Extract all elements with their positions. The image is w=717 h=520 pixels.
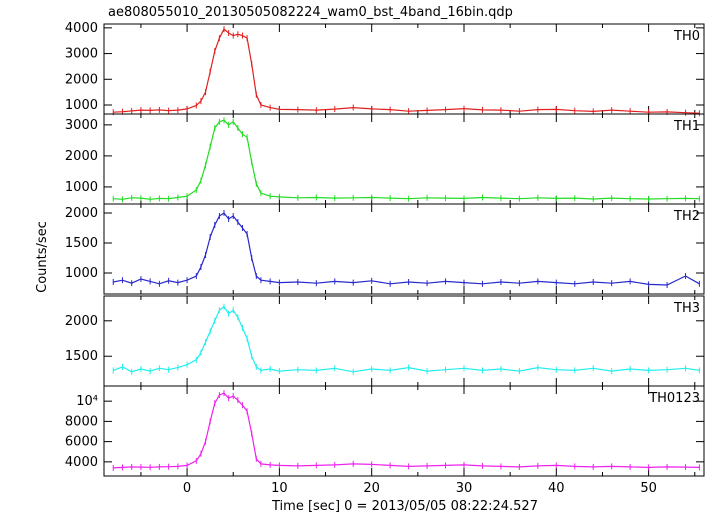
panel-frame	[103, 203, 705, 295]
panel-th2: 1000 1500 2000 TH2	[65, 203, 705, 295]
y-tick-label: 2000	[65, 314, 98, 329]
y-tick-label: 1000	[65, 180, 98, 195]
x-tick-label: 50	[640, 481, 657, 496]
chart-title: ae808055010_20130505082224_wam0_bst_4ban…	[108, 5, 513, 20]
y-tick-label: 6000	[65, 435, 98, 450]
panel-label: TH1	[673, 119, 700, 134]
y-tick-label: 4000	[65, 21, 98, 36]
panel-frame	[103, 23, 705, 115]
panel-th0123: 4000 6000 8000 10⁴ TH0123	[65, 385, 705, 477]
x-tick-label: 10	[271, 481, 288, 496]
y-axis-label: Counts/sec	[35, 221, 50, 293]
panel-label: TH2	[673, 209, 700, 224]
y-tick-label: 1000	[65, 98, 98, 113]
y-tick-label: 2000	[65, 72, 98, 87]
series-line-th2	[113, 212, 700, 286]
panel-th3: 1500 2000 TH3	[65, 295, 705, 387]
panel-frame	[103, 385, 705, 477]
series-line-th1	[113, 119, 700, 200]
x-tick-label: 30	[456, 481, 473, 496]
y-tick-label: 2000	[65, 149, 98, 164]
panel-label: TH3	[673, 301, 700, 316]
y-tick-label: 3000	[65, 47, 98, 62]
y-tick-label: 1000	[65, 266, 98, 281]
y-tick-label: 2000	[65, 206, 98, 221]
x-tick-label: 40	[548, 481, 565, 496]
panels-group: 1000 2000 3000 4000 TH0 1000 2000 3000 TH1 1000 15…	[65, 21, 705, 496]
y-tick-label: 1500	[65, 349, 98, 364]
panel-frame	[103, 113, 705, 205]
panel-th1: 1000 2000 3000 TH1	[65, 113, 705, 205]
panel-th0: 1000 2000 3000 4000 TH0	[65, 21, 705, 117]
y-tick-label: 4000	[65, 455, 98, 470]
y-tick-label: 3000	[65, 118, 98, 133]
panel-frame	[103, 295, 705, 387]
y-tick-label: 10⁴	[76, 394, 98, 409]
x-tick-label: 0	[183, 481, 191, 496]
y-tick-label: 8000	[65, 414, 98, 429]
panel-label: TH0	[673, 29, 700, 44]
panel-label: TH0123	[648, 391, 700, 406]
series-line-th3	[112, 305, 700, 373]
x-tick-label: 20	[363, 481, 380, 496]
y-tick-label: 1500	[65, 236, 98, 251]
x-axis-label: Time [sec] 0 = 2013/05/05 08:22:24.527	[271, 499, 538, 514]
